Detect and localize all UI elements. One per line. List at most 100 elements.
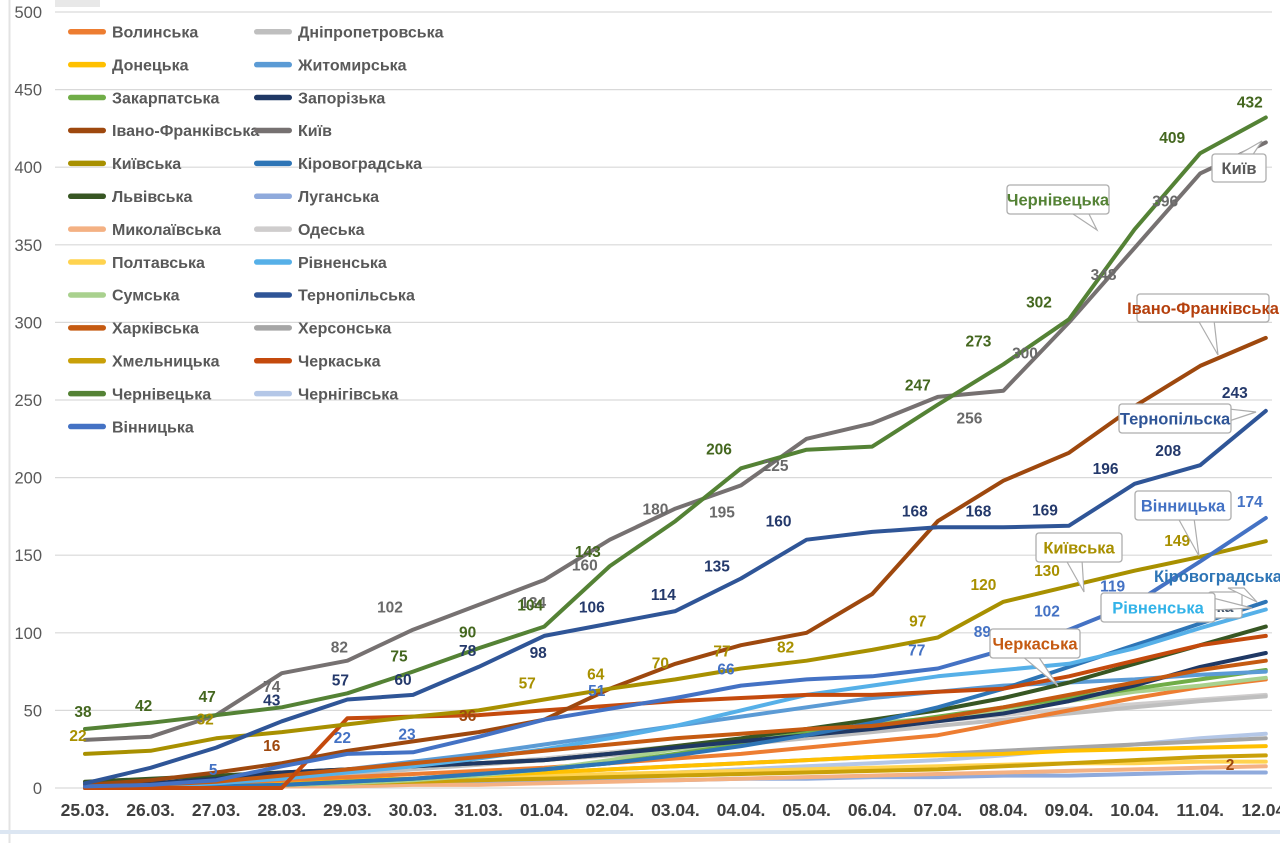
legend-label-cherkaska: Черкаська: [298, 354, 381, 371]
x-tick-label: 08.04.: [979, 800, 1028, 820]
data-label-ternopilska: 114: [651, 587, 676, 604]
legend-item-chernihivska: Чернігівська: [254, 386, 398, 403]
legend-item-khersonska: Херсонська: [254, 321, 391, 338]
callout-label-ivano-frankivska: Івано-Франківська: [1127, 300, 1280, 318]
data-label-chernivetska: 143: [575, 544, 601, 561]
callout-box-rivnenska: [1100, 592, 1216, 623]
legend-item-dnipropetrovska: Дніпропетровська: [254, 25, 444, 42]
legend-item-luhanska: Луганська: [254, 189, 379, 206]
data-label-ternopilska: 43: [263, 692, 281, 709]
data-label-vinnytska: 66: [717, 662, 735, 679]
legend-swatch-dnipropetrovska: [254, 29, 292, 35]
legend-swatch-chernivetska: [68, 390, 106, 397]
data-label-ternopilska: 135: [704, 558, 730, 575]
data-label-kyiv-city: 160: [572, 558, 598, 575]
legend-item-zhytomyrska: Житомирська: [254, 57, 407, 74]
x-tick-label: 28.03.: [257, 800, 306, 820]
legend-item-vinnytska: Вінницька: [68, 419, 194, 436]
x-tick-label: 07.04.: [913, 800, 962, 820]
legend-label-chernivetska: Чернівецька: [112, 386, 211, 403]
data-label-ternopilska: 208: [1155, 443, 1181, 460]
callout-box-kyiv-city: [1211, 153, 1267, 183]
data-label-vinnytska: 174: [1237, 494, 1263, 511]
data-label-kyivska: 64: [587, 667, 605, 684]
data-label-ternopilska: 106: [579, 599, 605, 616]
legend-item-donetska: Донецька: [68, 57, 189, 74]
legend-swatch-donetska: [68, 61, 106, 68]
data-label-chernivetska: 104: [517, 598, 543, 615]
legend-label-ternopilska: Тернопільська: [298, 288, 415, 305]
y-tick-label: 300: [14, 314, 42, 332]
legend-swatch-khmelnytska: [68, 358, 106, 364]
data-label-kyivska: 120: [970, 577, 996, 594]
callout-label-cherkaska: Черкаська: [992, 636, 1078, 654]
legend-swatch-kyivska: [68, 160, 106, 167]
y-tick-label: 400: [14, 159, 42, 177]
x-tick-label: 05.04.: [782, 800, 831, 820]
callout-label-rivnenska: Рівненська: [1112, 600, 1204, 618]
callout-tail-ternopilska: [1228, 408, 1257, 422]
data-label-vinnytska: 119: [1100, 578, 1125, 595]
callout-label-ternopilska: Тернопільска: [1120, 411, 1231, 429]
data-label-ternopilska: 78: [459, 643, 477, 660]
callout-label-kirovohradska: Кіровоградська: [1154, 568, 1280, 586]
callout-label-kyivska: Київська: [1043, 540, 1115, 558]
x-tick-label: 27.03.: [192, 800, 241, 820]
data-label-kyiv-city: 195: [709, 504, 735, 521]
legend-label-kyiv-city: Київ: [298, 123, 332, 140]
legend-swatch-odeska: [254, 226, 292, 232]
data-label-kyiv-city: 225: [763, 458, 789, 475]
legend-label-donetska: Донецька: [112, 57, 189, 74]
legend-label-rivnenska: Рівненська: [298, 255, 387, 272]
legend-swatch-zaporizka: [254, 94, 292, 101]
annotation-label: 2: [1226, 757, 1235, 774]
legend-label-vinnytska: Вінницька: [112, 419, 194, 436]
legend-item-chernivetska: Чернівецька: [68, 386, 211, 403]
legend-item-volynska: Волинська: [68, 25, 198, 42]
x-tick-label: 11.04.: [1176, 800, 1224, 820]
legend-item-lvivska: Львівська: [68, 189, 193, 206]
legend-label-volynska: Волинська: [112, 25, 198, 42]
legend-item-khmelnytska: Хмельницька: [68, 354, 220, 371]
x-tick-label: 04.04.: [717, 800, 766, 820]
callout-box-ternopilska: [1118, 403, 1232, 434]
data-label-chernivetska: 47: [199, 689, 216, 706]
legend-item-kirovohradska: Кіровоградська: [254, 156, 422, 173]
data-label-kyiv-city: 300: [1012, 345, 1038, 362]
legend-swatch-kirovohradska: [254, 160, 292, 167]
legend-swatch-sumska: [68, 292, 106, 298]
y-tick-label: 200: [14, 470, 42, 488]
series-line-chernivetska: [83, 115, 1268, 731]
legend-swatch-mykolaivska: [68, 226, 106, 232]
series-line-kyivska: [83, 539, 1268, 756]
data-label-ternopilska: 169: [1032, 503, 1058, 520]
x-tick-label: 02.04.: [585, 800, 634, 820]
data-label-kyivska: 130: [1034, 563, 1060, 580]
data-label-vinnytska: 77: [908, 642, 925, 659]
callout-box-chernivetska: [1006, 184, 1110, 215]
data-label-kyivska: 70: [652, 655, 669, 672]
legend-label-khmelnytska: Хмельницька: [112, 354, 220, 371]
legend-swatch-ivano-frankivska: [68, 127, 106, 134]
legend-item-ivano-frankivska: Івано-Франківська: [68, 123, 259, 140]
data-label-chernivetska: 42: [135, 698, 152, 715]
data-label-ternopilska: 57: [332, 673, 349, 690]
bottom-strip: [0, 830, 1280, 834]
data-label-kyiv-city: 102: [377, 600, 403, 617]
x-tick-label: 01.04.: [520, 800, 569, 820]
series-line-rivnenska: [83, 607, 1268, 790]
legend-item-rivnenska: Рівненська: [254, 255, 387, 272]
x-tick-label: 10.04.: [1110, 800, 1159, 820]
series-line-zaporizka: [83, 651, 1268, 789]
x-tick-label: 26.03.: [126, 800, 175, 820]
data-label-kyiv-city: 256: [956, 411, 982, 428]
legend-swatch-zhytomyrska: [254, 61, 292, 68]
legend-swatch-kyiv-city: [254, 127, 292, 134]
series-line-cherkaska: [83, 633, 1268, 790]
data-label-chernivetska: 409: [1159, 130, 1185, 147]
legend-item-zakarpatska: Закарпатська: [68, 90, 220, 107]
legend-swatch-luhanska: [254, 193, 292, 199]
legend-label-ivano-frankivska: Івано-Франківська: [112, 123, 259, 140]
legend-label-kirovohradska: Кіровоградська: [298, 156, 422, 173]
